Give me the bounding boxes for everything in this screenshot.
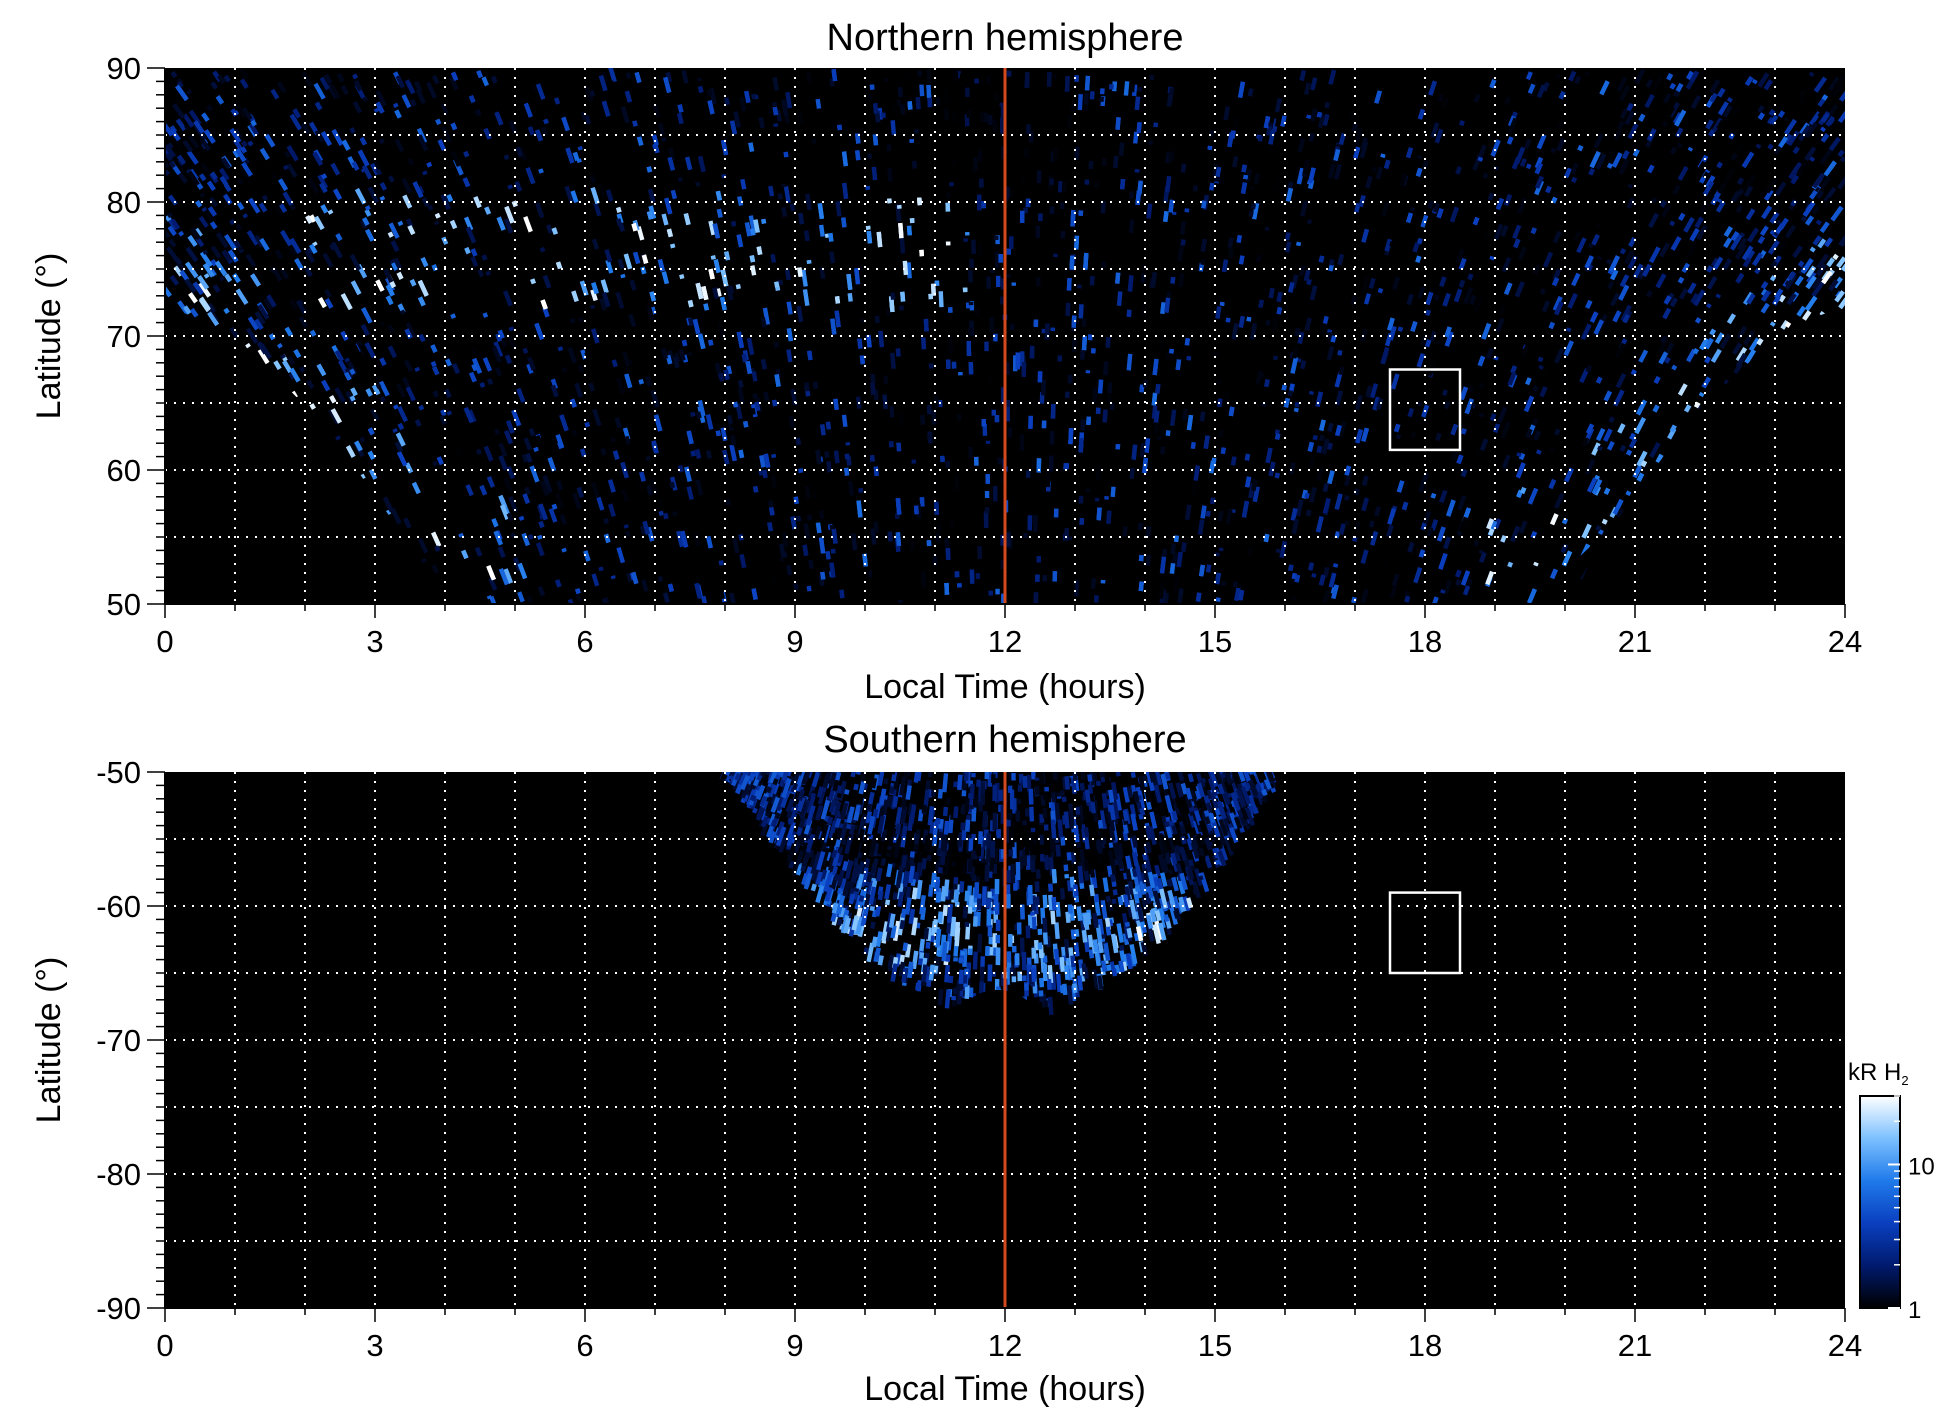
south-x-axis-label: Local Time (hours) — [864, 1370, 1146, 1408]
south-panel: Southern hemisphere 0 3 6 9 12 15 18 21 24 -50 -60… — [30, 719, 1862, 1408]
colorbar: kR H2 1 10 — [1848, 1059, 1935, 1324]
colorbar-tick-label: 1 — [1908, 1297, 1921, 1324]
colorbar-gradient — [1859, 1095, 1901, 1309]
south-x-tick-label: 18 — [1408, 1328, 1442, 1363]
south-y-tick-label: -50 — [96, 755, 141, 790]
south-x-tick-label: 24 — [1828, 1328, 1862, 1363]
north-x-tick-label: 12 — [988, 624, 1022, 659]
north-emission-map — [165, 68, 1845, 604]
north-axes: 0 3 6 9 12 15 18 21 24 50 60 70 80 90 — [107, 51, 1863, 659]
north-x-tick-label: 18 — [1408, 624, 1442, 659]
south-x-tick-label: 21 — [1618, 1328, 1652, 1363]
north-region-box — [1388, 368, 1462, 452]
north-x-tick-label: 15 — [1198, 624, 1232, 659]
north-y-tick-label: 70 — [107, 319, 141, 354]
south-y-tick-label: -70 — [96, 1023, 141, 1058]
north-x-tick-label: 6 — [576, 624, 593, 659]
north-panel-title: Northern hemisphere — [827, 17, 1184, 59]
south-x-tick-label: 15 — [1198, 1328, 1232, 1363]
south-axes: 0 3 6 9 12 15 18 21 24 -50 -60 -70 -80 -90 — [96, 755, 1862, 1363]
north-x-tick-label: 21 — [1618, 624, 1652, 659]
north-y-tick-label: 50 — [107, 587, 141, 622]
south-y-tick-label: -90 — [96, 1291, 141, 1326]
south-grid — [165, 772, 1845, 1308]
south-y-axis-label: Latitude (°) — [30, 957, 68, 1124]
south-x-tick-label: 0 — [156, 1328, 173, 1363]
colorbar-label: kR H2 — [1848, 1059, 1909, 1088]
north-grid — [165, 68, 1845, 604]
north-x-tick-label: 24 — [1828, 624, 1862, 659]
north-x-tick-label: 3 — [366, 624, 383, 659]
north-y-axis-label: Latitude (°) — [30, 253, 68, 420]
south-x-tick-label: 3 — [366, 1328, 383, 1363]
north-x-tick-label: 9 — [786, 624, 803, 659]
south-panel-title: Southern hemisphere — [823, 719, 1186, 761]
north-panel: Northern hemisphere 0 3 6 9 12 15 18 21 24 50 60 70… — [30, 17, 1862, 706]
south-emission-map — [719, 772, 1277, 1050]
north-y-tick-label: 60 — [107, 453, 141, 488]
south-region-box — [1388, 891, 1462, 975]
south-y-tick-label: -80 — [96, 1157, 141, 1192]
south-x-tick-label: 12 — [988, 1328, 1022, 1363]
colorbar-tick-label: 10 — [1908, 1153, 1935, 1180]
north-x-axis-label: Local Time (hours) — [864, 668, 1146, 706]
south-x-tick-label: 9 — [786, 1328, 803, 1363]
north-x-tick-label: 0 — [156, 624, 173, 659]
north-y-tick-label: 90 — [107, 51, 141, 86]
colorbar-ticks: 1 10 — [1888, 1095, 1935, 1324]
south-x-tick-label: 6 — [576, 1328, 593, 1363]
south-y-tick-label: -60 — [96, 889, 141, 924]
north-y-tick-label: 80 — [107, 185, 141, 220]
